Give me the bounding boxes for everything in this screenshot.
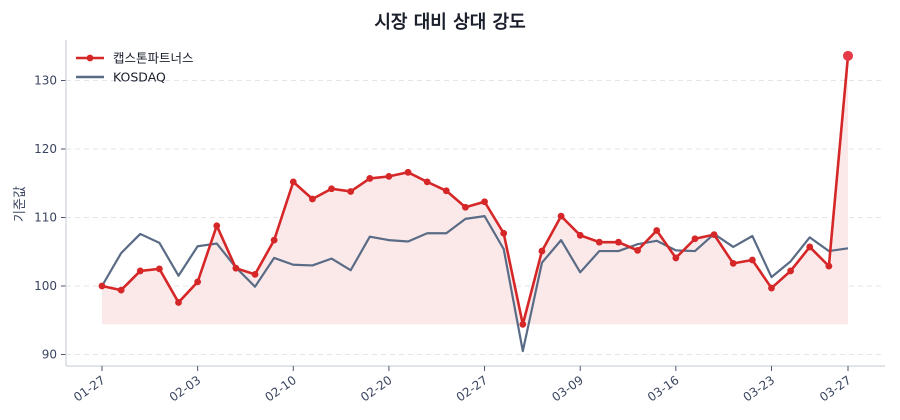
x-tick-label: 03-09 xyxy=(549,373,586,404)
series-line-primary xyxy=(101,55,850,326)
data-point xyxy=(634,246,641,254)
x-tick-label: 02-27 xyxy=(454,373,491,404)
data-point xyxy=(500,229,508,237)
chart-title: 시장 대비 상대 강도 xyxy=(374,12,526,33)
x-tick-label: 03-23 xyxy=(741,373,778,404)
data-point xyxy=(289,178,297,186)
data-point xyxy=(309,195,316,203)
data-point xyxy=(366,175,374,182)
legend-label: KOSDAQ xyxy=(113,70,166,85)
data-point xyxy=(576,231,584,239)
legend: 캡스톤파트너스 KOSDAQ xyxy=(76,51,194,85)
y-tick-label: 90 xyxy=(42,348,57,362)
data-point xyxy=(595,238,603,246)
data-point xyxy=(825,262,833,270)
x-tick-label: 02-10 xyxy=(262,373,299,404)
data-point xyxy=(423,178,431,186)
y-tick-label: 100 xyxy=(34,279,57,293)
data-point xyxy=(729,259,737,267)
data-point xyxy=(557,212,565,220)
data-point xyxy=(538,247,546,255)
legend-label: 캡스톤파트너스 xyxy=(113,51,194,66)
data-point xyxy=(404,168,412,176)
data-point xyxy=(462,203,469,211)
data-point xyxy=(213,222,221,230)
data-point xyxy=(787,267,795,275)
x-tick-label: 02-20 xyxy=(358,373,395,404)
data-point xyxy=(175,299,182,306)
x-tick-label: 03-27 xyxy=(817,373,854,404)
x-tick-label: 02-03 xyxy=(167,373,204,404)
y-tick-label: 120 xyxy=(34,142,57,156)
area-fill xyxy=(102,55,848,325)
data-point xyxy=(232,264,240,272)
area-fill-primary xyxy=(102,55,848,325)
data-point xyxy=(672,254,680,262)
data-point xyxy=(328,185,335,193)
x-tick-label: 01-27 xyxy=(71,373,108,404)
data-point xyxy=(136,267,144,275)
y-axis-label: 기준값 xyxy=(13,186,28,222)
data-point xyxy=(615,238,622,246)
data-point xyxy=(710,231,718,239)
data-point xyxy=(806,243,814,251)
data-point xyxy=(481,198,488,206)
data-point xyxy=(117,286,125,294)
data-point xyxy=(98,282,106,290)
data-point xyxy=(194,278,202,286)
data-point xyxy=(270,236,278,244)
data-point xyxy=(251,270,259,278)
series-line-benchmark xyxy=(101,215,849,353)
data-point xyxy=(155,265,163,273)
data-point xyxy=(442,187,450,195)
series-lines xyxy=(98,50,853,353)
data-point xyxy=(748,256,756,264)
last-data-point xyxy=(843,50,853,61)
y-tick-label: 110 xyxy=(34,211,57,225)
data-point xyxy=(653,227,661,234)
data-point xyxy=(691,235,699,243)
data-point xyxy=(347,188,355,195)
data-point xyxy=(768,284,775,292)
legend-marker xyxy=(86,54,94,62)
x-tick-label: 03-16 xyxy=(645,373,682,404)
data-point xyxy=(519,320,527,328)
data-point xyxy=(385,173,393,180)
y-tick-label: 130 xyxy=(34,74,57,88)
